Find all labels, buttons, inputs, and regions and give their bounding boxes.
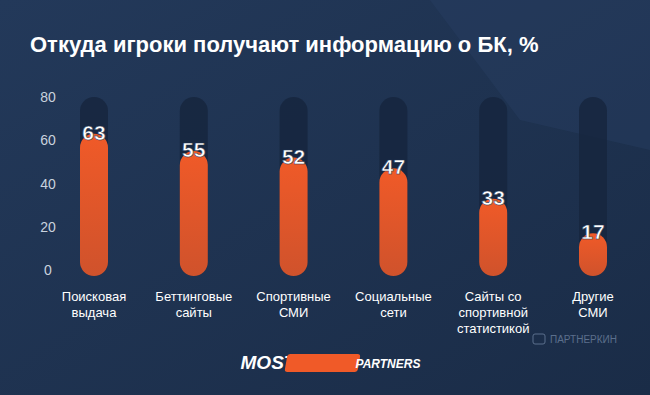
bar-track — [180, 97, 208, 276]
x-tick-label-line: Беттинговые — [155, 289, 232, 304]
bar-track — [80, 97, 108, 276]
bg-decor — [430, 0, 650, 150]
data-label: 55 — [182, 138, 206, 161]
x-tick-label-line: выдача — [72, 305, 118, 320]
y-tick-label: 20 — [40, 219, 56, 235]
title: Откуда игроки получают информацию о БК, … — [30, 32, 538, 57]
x-tick-label-line: сети — [380, 305, 407, 320]
logo-badge — [284, 354, 360, 372]
x-tick-label: СпортивныеСМИ — [256, 289, 330, 320]
data-label: 33 — [482, 186, 505, 209]
x-tick-label: Беттинговыесайты — [155, 289, 232, 320]
x-tick-label: ДругиеСМИ — [572, 289, 614, 320]
x-tick-label: Социальныесети — [355, 289, 432, 320]
y-tick-label: 0 — [44, 262, 52, 278]
bar — [180, 151, 208, 276]
bar — [479, 199, 507, 276]
watermark-icon — [533, 334, 545, 344]
y-tick-label: 80 — [40, 89, 56, 105]
x-tick-label-line: Другие — [572, 289, 614, 304]
x-tick-label: Сайты соспортивнойстатистикой — [457, 289, 530, 336]
x-tick-label-line: Спортивные — [256, 289, 330, 304]
x-tick-label-line: СМИ — [279, 305, 308, 320]
x-tick-label-line: сайты — [176, 305, 212, 320]
x-tick-label-line: СМИ — [578, 305, 607, 320]
x-tick-label-line: Социальные — [355, 289, 432, 304]
x-tick-label-line: Поисковая — [62, 289, 126, 304]
bar — [280, 158, 308, 276]
bar — [80, 134, 108, 276]
x-tick-label-line: Сайты со — [465, 289, 522, 304]
bar-track — [479, 97, 507, 276]
x-tick-label: Поисковаявыдача — [62, 289, 126, 320]
data-label: 47 — [382, 155, 405, 178]
y-tick-label: 40 — [40, 176, 56, 192]
watermark: ПАРТНЕРКИН — [550, 334, 617, 345]
bar-track — [379, 97, 407, 276]
bar — [379, 168, 407, 276]
logo-subtext: PARTNERS — [356, 357, 421, 371]
bars — [80, 134, 607, 276]
data-label: 52 — [282, 145, 305, 168]
x-tick-label-line: спортивной — [458, 305, 528, 320]
chart-svg: Откуда игроки получают информацию о БК, … — [0, 0, 650, 395]
data-label: 63 — [82, 121, 105, 144]
background — [0, 0, 650, 395]
y-tick-label: 60 — [40, 132, 56, 148]
bar-track — [579, 97, 607, 276]
x-tick-label-line: статистикой — [457, 321, 530, 336]
data-label: 17 — [581, 220, 604, 243]
chart-root: Откуда игроки получают информацию о БК, … — [0, 0, 650, 395]
bar-track — [280, 97, 308, 276]
